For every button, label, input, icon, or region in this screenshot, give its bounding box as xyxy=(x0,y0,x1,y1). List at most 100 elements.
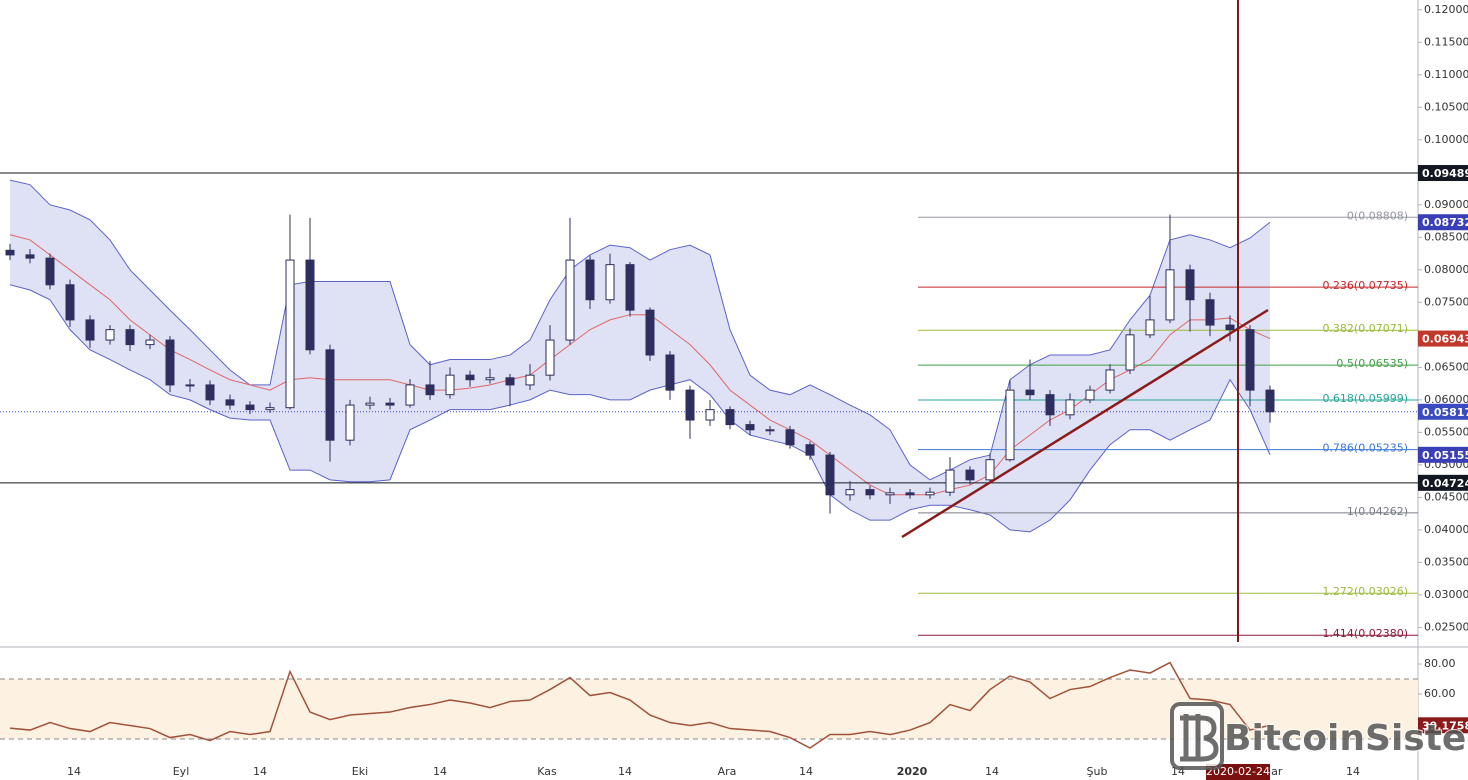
x-tick-label: 14 xyxy=(985,765,999,778)
candle-body xyxy=(945,469,955,493)
candle-body xyxy=(825,454,835,496)
candle-body xyxy=(25,254,35,259)
candle-body xyxy=(805,444,815,456)
candle-body xyxy=(985,459,995,481)
candle-body xyxy=(1065,399,1075,416)
y-tick-label: 0.04000 xyxy=(1424,523,1468,536)
rsi-tick-label: 80.00 xyxy=(1424,657,1456,670)
fib-label: 1(0.04262) xyxy=(1347,505,1408,518)
candle-body xyxy=(1165,269,1175,321)
x-tick-label: 14 xyxy=(618,765,632,778)
price-tag-label: 0.08732 xyxy=(1422,216,1468,229)
x-tick-label: 14 xyxy=(433,765,447,778)
candle-body xyxy=(425,384,435,396)
price-tag-label: 0.09489 xyxy=(1422,167,1468,180)
candle-body xyxy=(885,492,895,496)
price-tag xyxy=(1418,474,1468,491)
candle-body xyxy=(165,339,175,386)
fib-label: 1.272(0.03026) xyxy=(1322,585,1408,598)
y-tick-label: 0.08500 xyxy=(1424,230,1468,243)
x-tick-label: 2020 xyxy=(897,765,928,778)
price-tag-label: 0.06943 xyxy=(1422,333,1468,346)
fib-label: 0.236(0.07735) xyxy=(1322,279,1408,292)
candle-body xyxy=(1085,389,1095,401)
candle-body xyxy=(325,349,335,441)
price-tag xyxy=(1418,446,1468,463)
band-lower xyxy=(9,284,1271,533)
candle-body xyxy=(905,492,915,496)
rsi-tag xyxy=(1418,717,1468,734)
candle-body xyxy=(445,374,455,396)
candle-body xyxy=(1245,329,1255,391)
y-tick-label: 0.09000 xyxy=(1424,198,1468,211)
crosshair-date-tag xyxy=(1206,764,1270,780)
band-fill xyxy=(10,180,1270,532)
candle-body xyxy=(525,374,535,386)
candle-body xyxy=(5,249,15,256)
y-tick-label: 0.03500 xyxy=(1424,555,1468,568)
fib-label: 0(0.08808) xyxy=(1347,209,1408,222)
y-tick-label: 0.10000 xyxy=(1424,133,1468,146)
candle-body xyxy=(405,384,415,406)
price-tag-label: 0.05817 xyxy=(1422,406,1468,419)
candle-body xyxy=(145,339,155,346)
candle-body xyxy=(965,469,975,481)
x-tick-label: 14 xyxy=(67,765,81,778)
candle-body xyxy=(105,329,115,341)
x-tick-label: Eki xyxy=(352,765,368,778)
x-tick-label: 14 xyxy=(1346,765,1360,778)
candle-body xyxy=(625,264,635,311)
fib-label: 0.5(0.06535) xyxy=(1336,357,1408,370)
candle-body xyxy=(465,374,475,381)
candle-body xyxy=(665,354,675,391)
candle-body xyxy=(605,264,615,301)
candle-body xyxy=(1185,269,1195,301)
candle-body xyxy=(745,424,755,431)
y-tick-label: 0.07500 xyxy=(1424,295,1468,308)
candle-body xyxy=(185,384,195,387)
candle-body xyxy=(85,319,95,341)
candle-body xyxy=(705,409,715,421)
candle-body xyxy=(725,409,735,426)
candle-body xyxy=(205,384,215,401)
candle-body xyxy=(1025,389,1035,396)
y-tick-label: 0.06000 xyxy=(1424,393,1468,406)
y-tick-label: 0.04500 xyxy=(1424,490,1468,503)
candle-body xyxy=(545,339,555,376)
watermark-text: BitcoinSistemi xyxy=(1224,718,1468,759)
fib-label: 0.618(0.05999) xyxy=(1322,392,1408,405)
trend-line xyxy=(901,308,1269,539)
candle-body xyxy=(685,389,695,421)
y-tick-label: 0.12000 xyxy=(1424,3,1468,16)
y-tick-label: 0.11000 xyxy=(1424,68,1468,81)
price-tag-label: 0.04724 xyxy=(1422,477,1468,490)
y-tick-label: 0.02500 xyxy=(1424,620,1468,633)
candle-body xyxy=(365,402,375,406)
candle-body xyxy=(345,404,355,441)
candle-body xyxy=(1145,319,1155,336)
candle-body xyxy=(225,399,235,406)
x-tick-label: Kas xyxy=(537,765,557,778)
y-tick-label: 0.05500 xyxy=(1424,425,1468,438)
price-tag xyxy=(1418,214,1468,231)
candle-body xyxy=(265,407,275,411)
candle-body xyxy=(585,259,595,301)
candle-body xyxy=(1045,394,1055,416)
y-tick-label: 0.10500 xyxy=(1424,100,1468,113)
candle-body xyxy=(765,429,775,432)
candle-body xyxy=(125,329,135,346)
candle-body xyxy=(565,259,575,341)
candle-body xyxy=(385,402,395,406)
candle-body xyxy=(645,309,655,356)
y-tick-label: 0.06500 xyxy=(1424,360,1468,373)
candle-body xyxy=(65,284,75,321)
crosshair-date: 2020-02-24 xyxy=(1206,765,1270,778)
y-tick-label: 0.08000 xyxy=(1424,263,1468,276)
candle-body xyxy=(485,377,495,381)
x-tick-label: Ara xyxy=(718,765,737,778)
candle-body xyxy=(1225,324,1235,331)
candle-body xyxy=(1125,334,1135,371)
x-tick-label: Şub xyxy=(1087,765,1108,778)
candle-body xyxy=(845,489,855,496)
candle-body xyxy=(865,489,875,496)
